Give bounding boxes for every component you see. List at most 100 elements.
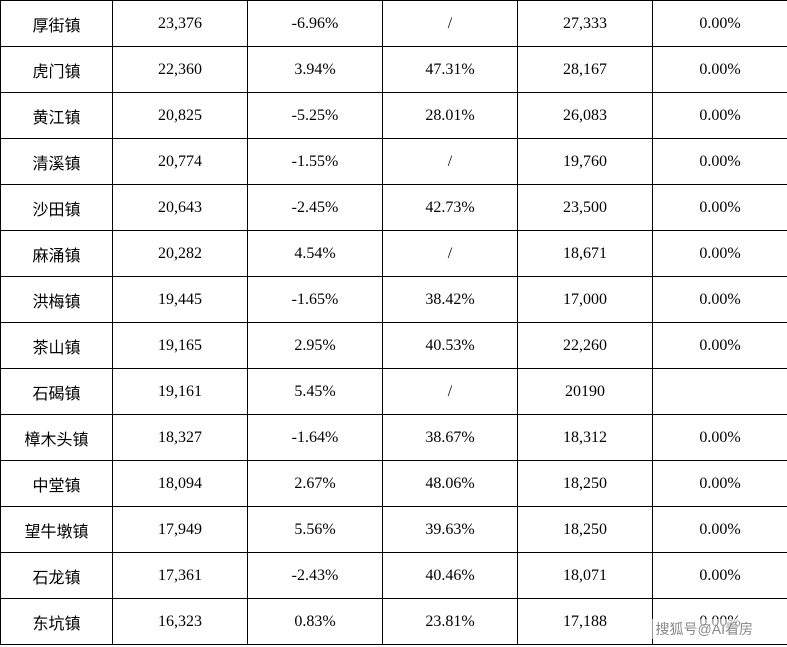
cell-name: 东坑镇 [1,599,113,645]
cell-percent-1: -1.55% [248,139,383,185]
cell-value-2: 23,500 [518,185,653,231]
watermark-text: 搜狐号@AI看房 [652,619,757,639]
cell-percent-2: 40.46% [383,553,518,599]
cell-name: 樟木头镇 [1,415,113,461]
table-body: 厚街镇23,376-6.96%/27,3330.00%虎门镇22,3603.94… [1,1,787,645]
cell-percent-3: 0.00% [653,277,787,323]
cell-percent-1: -5.25% [248,93,383,139]
cell-value-1: 20,774 [113,139,248,185]
cell-percent-3: 0.00% [653,1,787,47]
cell-name: 沙田镇 [1,185,113,231]
cell-value-2: 18,312 [518,415,653,461]
cell-value-1: 20,825 [113,93,248,139]
cell-value-2: 18,071 [518,553,653,599]
cell-percent-2: / [383,1,518,47]
table-row: 中堂镇18,0942.67%48.06%18,2500.00% [1,461,787,507]
cell-percent-2: 48.06% [383,461,518,507]
cell-percent-2: / [383,139,518,185]
cell-value-2: 18,250 [518,507,653,553]
cell-percent-3: 0.00% [653,231,787,277]
cell-percent-1: 2.95% [248,323,383,369]
cell-name: 石龙镇 [1,553,113,599]
cell-value-2: 18,250 [518,461,653,507]
cell-percent-1: 3.94% [248,47,383,93]
cell-percent-1: -2.45% [248,185,383,231]
cell-percent-1: 4.54% [248,231,383,277]
table-row: 厚街镇23,376-6.96%/27,3330.00% [1,1,787,47]
table-row: 石龙镇17,361-2.43%40.46%18,0710.00% [1,553,787,599]
cell-value-2: 18,671 [518,231,653,277]
cell-percent-1: -6.96% [248,1,383,47]
cell-percent-3 [653,369,787,415]
cell-value-2: 28,167 [518,47,653,93]
cell-percent-2: 47.31% [383,47,518,93]
table-row: 清溪镇20,774-1.55%/19,7600.00% [1,139,787,185]
cell-value-1: 19,165 [113,323,248,369]
cell-percent-2: 40.53% [383,323,518,369]
cell-percent-3: 0.00% [653,415,787,461]
cell-percent-1: 5.45% [248,369,383,415]
cell-value-2: 20190 [518,369,653,415]
cell-percent-3: 0.00% [653,139,787,185]
cell-percent-3: 0.00% [653,553,787,599]
table-row: 望牛墩镇17,9495.56%39.63%18,2500.00% [1,507,787,553]
data-table: 厚街镇23,376-6.96%/27,3330.00%虎门镇22,3603.94… [0,0,787,645]
cell-value-2: 17,000 [518,277,653,323]
table-row: 黄江镇20,825-5.25%28.01%26,0830.00% [1,93,787,139]
cell-percent-2: 42.73% [383,185,518,231]
cell-percent-1: 5.56% [248,507,383,553]
table-row: 沙田镇20,643-2.45%42.73%23,5000.00% [1,185,787,231]
cell-name: 虎门镇 [1,47,113,93]
cell-name: 麻涌镇 [1,231,113,277]
cell-name: 清溪镇 [1,139,113,185]
cell-value-1: 17,361 [113,553,248,599]
cell-percent-1: -1.65% [248,277,383,323]
cell-value-1: 22,360 [113,47,248,93]
cell-value-2: 27,333 [518,1,653,47]
cell-value-2: 26,083 [518,93,653,139]
cell-value-1: 18,327 [113,415,248,461]
cell-name: 望牛墩镇 [1,507,113,553]
cell-percent-2: / [383,369,518,415]
page-container: 厚街镇23,376-6.96%/27,3330.00%虎门镇22,3603.94… [0,0,787,647]
cell-percent-3: 0.00% [653,185,787,231]
cell-value-1: 17,949 [113,507,248,553]
cell-name: 厚街镇 [1,1,113,47]
cell-value-1: 16,323 [113,599,248,645]
cell-percent-3: 0.00% [653,47,787,93]
cell-percent-1: 2.67% [248,461,383,507]
cell-percent-2: 38.67% [383,415,518,461]
cell-percent-2: 28.01% [383,93,518,139]
cell-name: 洪梅镇 [1,277,113,323]
cell-value-2: 17,188 [518,599,653,645]
cell-percent-3: 0.00% [653,93,787,139]
table-row: 虎门镇22,3603.94%47.31%28,1670.00% [1,47,787,93]
cell-percent-3: 0.00% [653,323,787,369]
cell-percent-1: 0.83% [248,599,383,645]
table-row: 麻涌镇20,2824.54%/18,6710.00% [1,231,787,277]
cell-value-2: 22,260 [518,323,653,369]
cell-value-1: 20,282 [113,231,248,277]
table-row: 茶山镇19,1652.95%40.53%22,2600.00% [1,323,787,369]
cell-percent-3: 0.00% [653,461,787,507]
cell-percent-2: 38.42% [383,277,518,323]
cell-percent-3: 0.00% [653,507,787,553]
cell-percent-2: 23.81% [383,599,518,645]
table-row: 樟木头镇18,327-1.64%38.67%18,3120.00% [1,415,787,461]
cell-name: 黄江镇 [1,93,113,139]
cell-value-1: 18,094 [113,461,248,507]
cell-percent-1: -2.43% [248,553,383,599]
cell-value-1: 19,445 [113,277,248,323]
cell-value-2: 19,760 [518,139,653,185]
table-row: 石碣镇19,1615.45%/20190 [1,369,787,415]
cell-percent-1: -1.64% [248,415,383,461]
cell-name: 茶山镇 [1,323,113,369]
cell-name: 石碣镇 [1,369,113,415]
table-row: 洪梅镇19,445-1.65%38.42%17,0000.00% [1,277,787,323]
cell-value-1: 20,643 [113,185,248,231]
cell-name: 中堂镇 [1,461,113,507]
cell-percent-2: / [383,231,518,277]
cell-value-1: 19,161 [113,369,248,415]
cell-value-1: 23,376 [113,1,248,47]
cell-percent-2: 39.63% [383,507,518,553]
